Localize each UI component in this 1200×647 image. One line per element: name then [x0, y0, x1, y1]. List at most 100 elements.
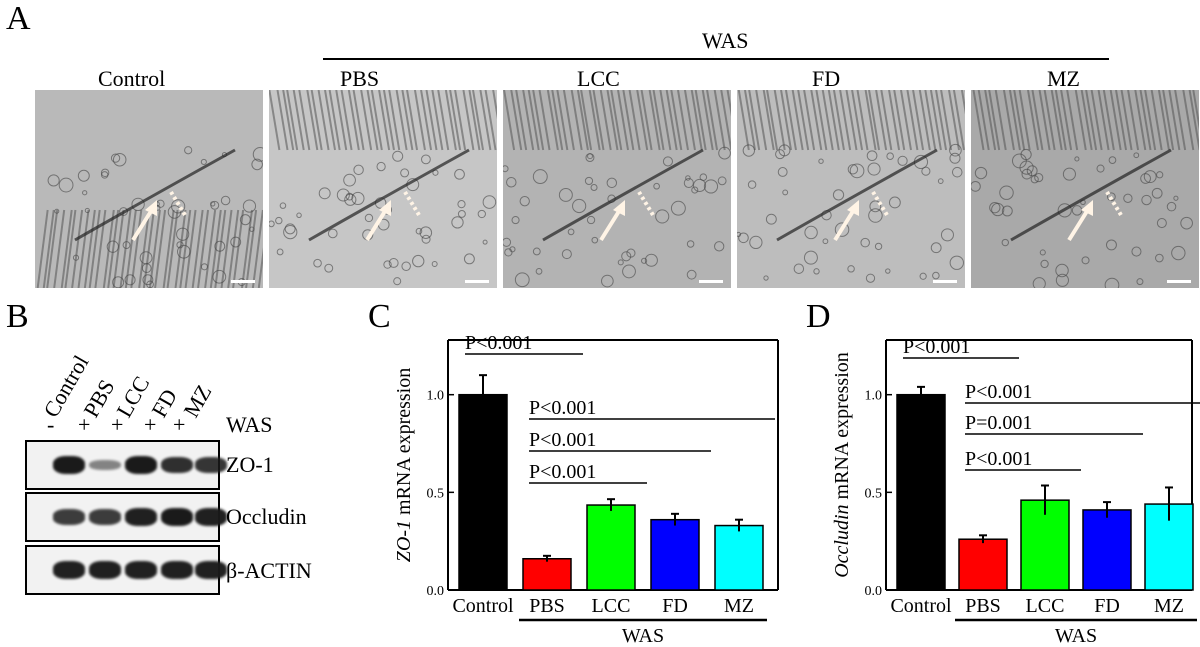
blot-band [161, 561, 193, 579]
organelle [885, 268, 891, 274]
junction-line [1010, 148, 1172, 242]
solid-arrow-head [613, 200, 625, 216]
blot-band [195, 561, 227, 579]
panel-d-letter: D [806, 298, 831, 335]
scale-bar [699, 280, 723, 283]
organelle [251, 158, 263, 171]
x-tick-label: FD [1094, 595, 1120, 617]
organelle [477, 209, 486, 219]
organelle [1001, 205, 1013, 217]
organelle [1105, 239, 1117, 251]
em-background [269, 90, 497, 288]
organelle [888, 196, 901, 209]
was-sign-pbs: + [78, 412, 91, 437]
organelle [457, 200, 466, 209]
dashed-arrow [169, 190, 187, 217]
organelle [777, 167, 788, 177]
y-axis-label: ZO-1 mRNA expression [393, 368, 415, 562]
organelle [519, 195, 530, 207]
organelle [242, 199, 257, 213]
organelle [886, 152, 894, 160]
organelle [561, 249, 572, 260]
bar-mz [714, 524, 764, 591]
organelle [1026, 165, 1038, 177]
organelle [84, 207, 90, 214]
organelle [822, 238, 829, 245]
organelle [503, 237, 512, 247]
scale-bar [231, 280, 255, 283]
organelle [587, 153, 593, 160]
organelle [100, 171, 109, 179]
organelle [535, 267, 543, 275]
organelle [951, 166, 963, 178]
organelle [1156, 171, 1164, 179]
organelle [937, 178, 944, 185]
scale-bar [465, 280, 489, 283]
organelle [847, 265, 855, 273]
organelle [849, 163, 865, 179]
blot-band [161, 456, 193, 474]
organelle [239, 214, 251, 226]
organelle [1131, 246, 1142, 257]
organelle [1104, 277, 1120, 288]
organelle [318, 187, 331, 200]
organelle [622, 264, 636, 279]
blot-was-label: WAS [226, 412, 273, 437]
organelle [1055, 273, 1069, 287]
organelle [1001, 238, 1009, 247]
organelle [1156, 218, 1167, 229]
organelle [866, 150, 878, 162]
organelle [1173, 195, 1179, 201]
organelle [351, 191, 365, 205]
dashed-arrow [1105, 190, 1123, 217]
organelle [693, 178, 707, 193]
blot-band [89, 561, 121, 579]
organelle [606, 177, 618, 189]
organelle [210, 201, 216, 207]
organelle [112, 276, 125, 288]
bar-lcc [586, 504, 636, 591]
bar-control [458, 393, 508, 591]
organelle [930, 242, 942, 254]
panel-a-was-line [323, 58, 1109, 60]
organelle [683, 177, 694, 189]
organelle [200, 158, 207, 166]
organelle [601, 274, 614, 288]
organelle [131, 197, 145, 212]
comparison-label: P<0.001 [965, 448, 1032, 470]
organelle [670, 200, 686, 216]
blot-band [125, 508, 157, 526]
organelle [503, 165, 509, 173]
organelle [100, 168, 110, 178]
organelle [276, 248, 284, 256]
organelle [509, 246, 516, 253]
organelle [141, 263, 152, 274]
organelle [511, 216, 520, 225]
organelle [400, 168, 410, 178]
comparison-label: P<0.001 [903, 336, 970, 358]
organelle [177, 244, 191, 259]
organelle [1062, 167, 1076, 181]
organelle [482, 239, 488, 245]
em-texture [269, 90, 497, 288]
chart-c: 0.0 0.5 1.0 ZO-1 mRNA expression Control PBS L… [393, 332, 779, 647]
organelle [869, 200, 882, 213]
junction-line [542, 148, 704, 242]
organelle [590, 184, 598, 192]
organelle [376, 161, 386, 172]
organelle [1108, 156, 1117, 165]
organelle [392, 150, 404, 162]
organelle [214, 240, 226, 252]
x-tick-label: PBS [529, 595, 565, 617]
x-tick-label: Control [890, 595, 952, 617]
organelle [714, 241, 725, 252]
dashed-arrow [871, 190, 889, 217]
organelle [388, 258, 399, 268]
x-tick-label: FD [662, 595, 688, 617]
blot-band [195, 508, 227, 526]
organelle [1034, 173, 1044, 183]
organelle [940, 228, 954, 242]
organelle [457, 209, 466, 218]
organelle [421, 154, 431, 165]
bar-pbs [522, 558, 572, 591]
